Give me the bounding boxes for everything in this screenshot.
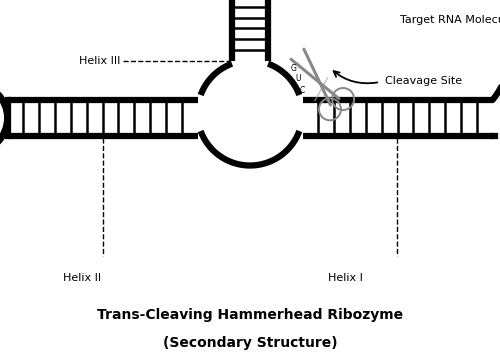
Text: G: G <box>290 65 296 73</box>
Text: C: C <box>300 86 305 95</box>
Text: Helix III: Helix III <box>78 56 120 65</box>
Text: Helix II: Helix II <box>64 273 102 283</box>
Text: Cleavage Site: Cleavage Site <box>385 76 462 86</box>
Text: U: U <box>296 74 301 83</box>
Text: Helix I: Helix I <box>328 273 362 283</box>
Text: Trans-Cleaving Hammerhead Ribozyme: Trans-Cleaving Hammerhead Ribozyme <box>97 309 403 322</box>
Text: (Secondary Structure): (Secondary Structure) <box>162 336 338 350</box>
Text: Target RNA Molecule: Target RNA Molecule <box>400 16 500 25</box>
